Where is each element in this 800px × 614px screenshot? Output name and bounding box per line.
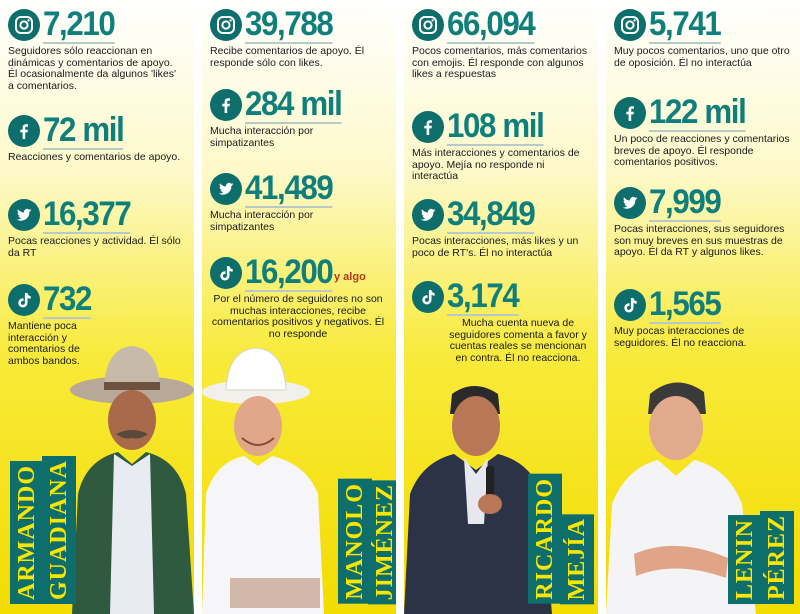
instagram-icon — [210, 9, 242, 41]
tiktok-icon — [8, 284, 40, 316]
twitter-icon — [210, 173, 242, 205]
stat-description: Seguidores sólo reaccionan en dinámicas … — [8, 45, 177, 92]
stat-value: 16,377 — [43, 195, 132, 234]
candidate-name: RICARDO — [528, 474, 562, 604]
stat-value: 122 mil — [649, 93, 747, 132]
candidate-column: 7,210 Seguidores sólo reaccionan en diná… — [0, 0, 194, 614]
stat-value: 284 mil — [245, 85, 343, 124]
instagram-stat: 39,788 Recibe comentarios de apoyo. Él r… — [210, 6, 394, 69]
twitter-stat: 7,999 Pocas interacciones, sus seguidore… — [614, 184, 798, 259]
candidate-photo — [70, 346, 194, 614]
candidate-photo — [202, 347, 324, 614]
candidate-name: MANOLO — [338, 479, 372, 604]
tiktok-stat: 1,565 Muy pocas interacciones de seguido… — [614, 286, 798, 349]
candidate-first-name: LENIN — [732, 518, 758, 600]
stat-suffix: y algo — [334, 271, 366, 283]
candidate-column: 5,741 Muy pocos comentarios, uno que otr… — [606, 0, 800, 614]
stat-description: Más interacciones y comentarios de apoyo… — [412, 147, 580, 182]
stat-description: Pocos comentarios, más comentarios con e… — [412, 45, 588, 80]
twitter-icon — [8, 199, 40, 231]
stat-value: 1,565 — [649, 285, 722, 324]
candidate-photo — [404, 386, 552, 614]
instagram-icon — [614, 9, 646, 41]
stat-description: Muy pocos comentarios, uno que otro de o… — [614, 45, 790, 69]
candidate-name: LENIN — [728, 514, 762, 604]
candidate-name: MEJÍA — [560, 513, 594, 604]
tiktok-icon — [210, 257, 242, 289]
stat-value: 732 — [43, 280, 92, 319]
instagram-icon — [8, 9, 40, 41]
stat-description: Recibe comentarios de apoyo. Él responde… — [210, 45, 365, 69]
candidate-column: 39,788 Recibe comentarios de apoyo. Él r… — [202, 0, 396, 614]
stat-value: 39,788 — [245, 5, 334, 44]
candidate-last-name: PÉREZ — [764, 514, 790, 600]
stat-value: 41,489 — [245, 169, 334, 208]
twitter-stat: 41,489 Mucha interacción por simpatizant… — [210, 170, 394, 233]
stat-description: Mucha cuenta nueva de seguidores comenta… — [449, 317, 587, 364]
candidate-name: PÉREZ — [760, 510, 794, 604]
facebook-stat: 72 mil Reacciones y comentarios de apoyo… — [8, 112, 192, 164]
stat-description: Un poco de reacciones y comentarios brev… — [614, 133, 790, 168]
candidate-column: 66,094 Pocos comentarios, más comentario… — [404, 0, 598, 614]
stat-description: Mucha interacción por simpatizantes — [210, 125, 314, 149]
stat-description: Mantiene poca interacción y comentarios … — [8, 320, 80, 367]
candidate-name: JIMÉNEZ — [368, 479, 396, 604]
facebook-stat: 108 mil Más interacciones y comentarios … — [412, 108, 596, 183]
facebook-icon — [8, 115, 40, 147]
instagram-stat: 66,094 Pocos comentarios, más comentario… — [412, 6, 596, 81]
stat-description: Por el número de seguidores no son mucha… — [211, 293, 385, 340]
twitter-stat: 34,849 Pocas interacciones, más likes y … — [412, 196, 596, 259]
stat-description: Muy pocas interacciones de seguidores. É… — [614, 325, 747, 349]
candidate-photo — [606, 382, 756, 614]
facebook-icon — [412, 111, 444, 143]
candidate-last-name: JIMÉNEZ — [372, 483, 396, 600]
tiktok-stat: 3,174 Mucha cuenta nueva de seguidores c… — [412, 278, 596, 364]
stat-value: 108 mil — [447, 107, 545, 146]
facebook-icon — [614, 97, 646, 129]
stat-value: 34,849 — [447, 195, 536, 234]
twitter-icon — [412, 199, 444, 231]
candidate-first-name: MANOLO — [342, 483, 368, 600]
candidate-name: ARMANDO — [10, 461, 44, 604]
stat-description: Reacciones y comentarios de apoyo. — [8, 151, 181, 163]
stat-value: 16,200 — [245, 253, 334, 292]
candidate-name: GUADIANA — [42, 456, 76, 604]
stat-value: 72 mil — [43, 111, 125, 150]
tiktok-stat: 16,200 y algo Por el número de seguidores… — [210, 254, 394, 340]
stat-value: 66,094 — [447, 5, 536, 44]
stat-value: 3,174 — [447, 277, 520, 316]
candidate-first-name: RICARDO — [532, 478, 558, 600]
stat-description: Mucha interacción por simpatizantes — [210, 209, 314, 233]
candidate-last-name: MEJÍA — [564, 517, 590, 600]
twitter-icon — [614, 187, 646, 219]
stat-description: Pocas interacciones, sus seguidores son … — [614, 223, 785, 258]
twitter-stat: 16,377 Pocas reacciones y actividad. Él … — [8, 196, 192, 259]
facebook-stat: 122 mil Un poco de reacciones y comentar… — [614, 94, 798, 169]
stat-description: Pocas reacciones y actividad. Él sólo da… — [8, 235, 181, 259]
instagram-icon — [412, 9, 444, 41]
stat-value: 5,741 — [649, 5, 722, 44]
instagram-stat: 7,210 Seguidores sólo reaccionan en diná… — [8, 6, 192, 92]
candidate-first-name: ARMANDO — [14, 465, 40, 600]
tiktok-icon — [412, 281, 444, 313]
instagram-stat: 5,741 Muy pocos comentarios, uno que otr… — [614, 6, 798, 69]
tiktok-icon — [614, 289, 646, 321]
facebook-stat: 284 mil Mucha interacción por simpatizan… — [210, 86, 394, 149]
stat-value: 7,210 — [43, 5, 116, 44]
candidate-last-name: GUADIANA — [46, 460, 72, 600]
tiktok-stat: 732 Mantiene poca interacción y comentar… — [8, 281, 192, 367]
facebook-icon — [210, 89, 242, 121]
stat-value: 7,999 — [649, 183, 722, 222]
stat-description: Pocas interacciones, más likes y un poco… — [412, 235, 579, 259]
